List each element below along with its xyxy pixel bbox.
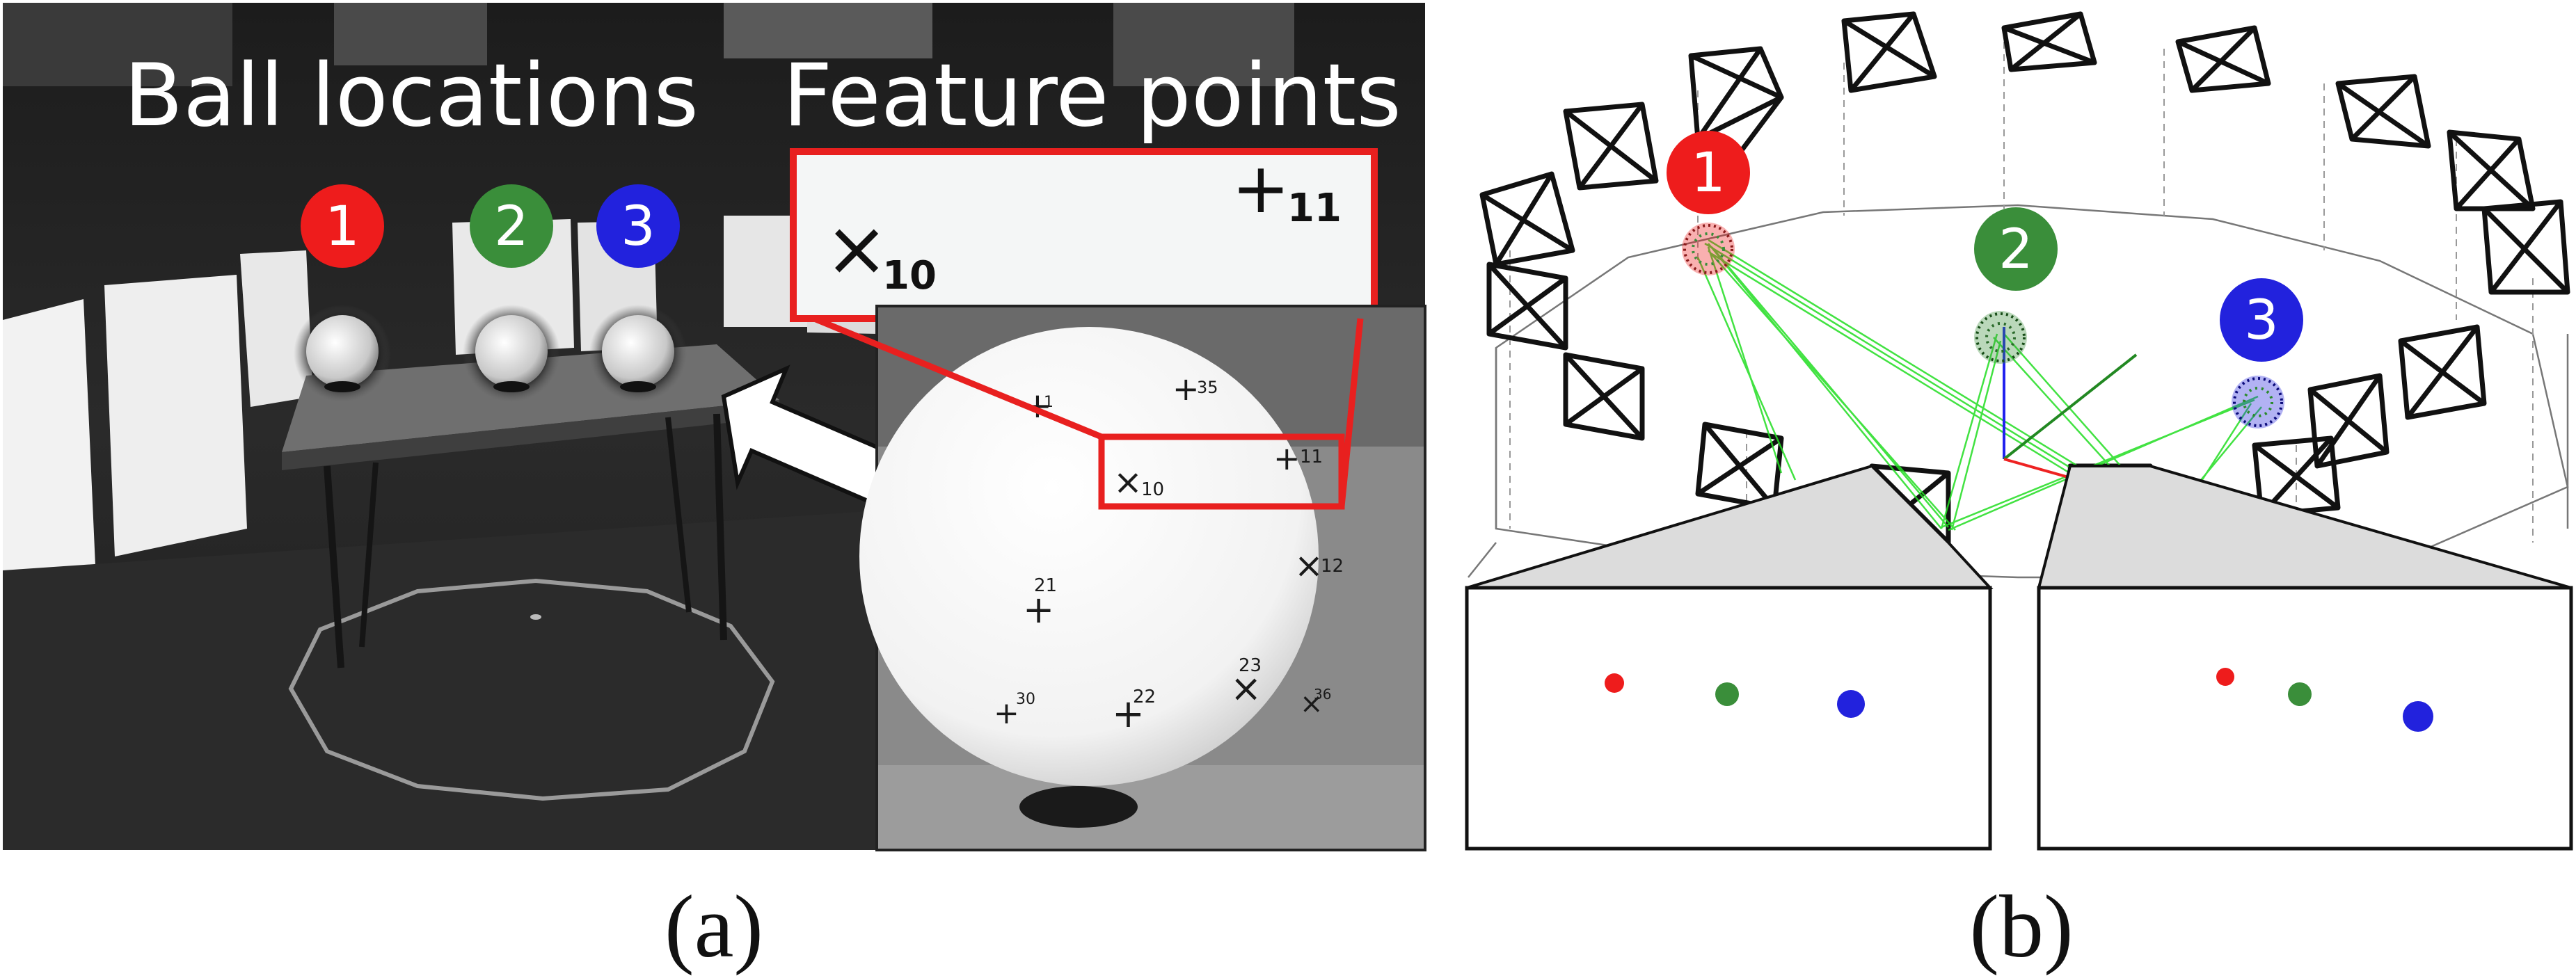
svg-text:36: 36 [1314, 686, 1331, 703]
svg-text:23: 23 [1239, 655, 1262, 676]
badge-ball-1: 1 [301, 184, 384, 268]
svg-text:×: × [1300, 688, 1323, 720]
camera-5 [2335, 74, 2431, 149]
feature-points-title: Feature points [783, 46, 1401, 146]
badge-recon-3: 3 [2220, 278, 2303, 362]
camera-7 [2481, 199, 2570, 295]
camera-3 [2001, 11, 2097, 72]
zoom-label-10: 10 [882, 253, 937, 298]
svg-text:2: 2 [1998, 218, 2033, 281]
zoom-callout: × 10 + 11 [790, 147, 1378, 322]
panel-b-reconstruction: 1 2 3 [1465, 11, 2573, 851]
svg-text:+: + [1172, 370, 1200, 408]
caption-b: (b) [1969, 877, 2073, 976]
camera-14 [1563, 352, 1645, 441]
svg-text:11: 11 [1300, 447, 1323, 467]
callout-connector-left [813, 315, 1103, 440]
camera-view-right [2037, 586, 2573, 851]
camera-17 [1563, 102, 1659, 191]
svg-text:3: 3 [621, 195, 655, 258]
svg-text:+: + [1273, 440, 1301, 477]
camera-6 [2447, 129, 2536, 211]
svg-text:12: 12 [1321, 556, 1344, 577]
camera-9 [2307, 373, 2390, 469]
svg-text:×: × [1113, 462, 1143, 502]
ceiling-panel [3, 3, 232, 86]
badge-recon-2: 2 [1974, 207, 2058, 291]
projected-ball-2 [2288, 682, 2312, 706]
svg-text:35: 35 [1197, 378, 1218, 397]
sphere-inset: + 1 + 35 × 10 + 11 + 21 × 12 + 30 + 22 ×… [859, 305, 1426, 851]
projected-ball-1 [2216, 668, 2234, 686]
ball-cloud-3 [2232, 376, 2284, 428]
callout-connector-right [1338, 318, 1364, 507]
camera-frustums [1479, 11, 2570, 545]
svg-text:+: + [1023, 588, 1054, 632]
floor-marking [288, 578, 775, 801]
zoom-mark-11: + [1232, 147, 1290, 229]
svg-text:3: 3 [2244, 289, 2279, 352]
svg-text:+: + [994, 696, 1019, 731]
projected-ball-3 [2403, 701, 2433, 732]
sphere-zoom-region [1098, 433, 1345, 510]
dashed-verticals [1509, 42, 2534, 598]
y-axis [2003, 353, 2138, 460]
zoom-mark-10: × [825, 204, 889, 293]
badge-ball-3: 3 [596, 184, 680, 268]
camera-2 [1841, 11, 1937, 93]
sphere-feature-markers: + 1 + 35 × 10 + 11 + 21 × 12 + 30 + 22 ×… [994, 370, 1344, 737]
ceiling-panel [1113, 3, 1294, 86]
svg-text:1: 1 [1691, 142, 1726, 205]
ceiling-panel [724, 3, 932, 58]
badge-recon-1: 1 [1667, 131, 1750, 214]
camera-8 [2398, 324, 2487, 420]
table-ball-2 [463, 305, 560, 402]
table-ball-3 [589, 305, 687, 402]
ball-cloud-1 [1682, 223, 1735, 275]
svg-text:×: × [1230, 666, 1262, 710]
marker-sphere [859, 327, 1319, 786]
svg-text:21: 21 [1034, 575, 1057, 596]
camera-view-left [1465, 586, 1992, 851]
svg-text:+: + [1112, 691, 1145, 737]
zoom-label-11: 11 [1287, 186, 1342, 231]
svg-text:10: 10 [1141, 479, 1164, 500]
camera-4 [2175, 25, 2271, 93]
svg-text:2: 2 [494, 195, 529, 258]
svg-text:30: 30 [1016, 691, 1035, 708]
camera-15 [1486, 262, 1568, 351]
projected-ball-1 [1605, 673, 1624, 693]
svg-text:22: 22 [1133, 687, 1156, 707]
svg-text:1: 1 [325, 195, 360, 258]
projected-ball-3 [1837, 690, 1865, 718]
camera-16 [1479, 171, 1575, 267]
ball-cloud-2 [1974, 311, 2027, 364]
panel-a-photo: Ball locations Feature points 1 2 3 × 10… [3, 3, 1426, 851]
floor-center-dot [530, 614, 541, 620]
ball-locations-title: Ball locations [124, 46, 699, 146]
projected-ball-2 [1715, 682, 1739, 706]
badge-ball-2: 2 [470, 184, 553, 268]
svg-text:1: 1 [1044, 394, 1054, 411]
ceiling-panel [334, 3, 487, 65]
table-ball-1 [294, 305, 391, 402]
caption-a: (a) [665, 877, 763, 976]
svg-text:×: × [1294, 545, 1323, 586]
